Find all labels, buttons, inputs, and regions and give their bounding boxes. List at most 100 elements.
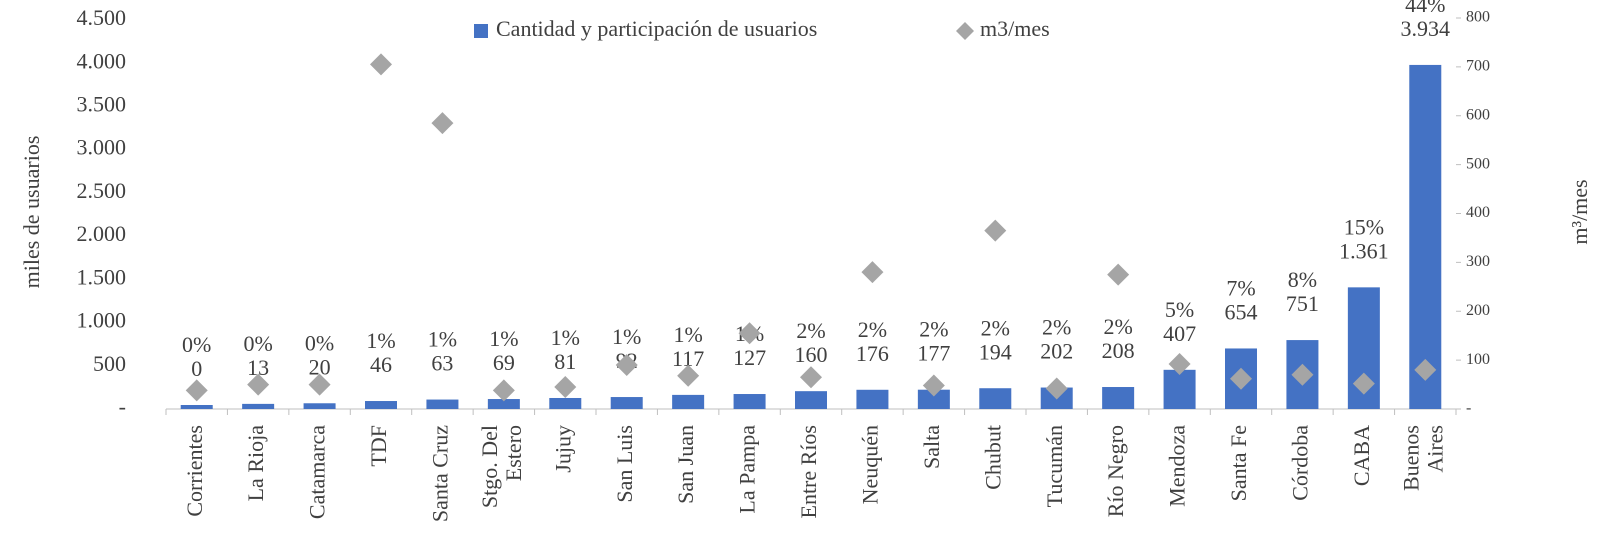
x-tick-label: Mendoza [1165, 425, 1190, 507]
percent-label: 2% [981, 315, 1010, 340]
x-tick-label: Río Negro [1103, 425, 1128, 517]
marker [1107, 263, 1130, 286]
marker [308, 373, 331, 396]
x-tick-label: Santa Fe [1226, 425, 1251, 501]
bar [979, 388, 1012, 409]
bar [610, 397, 643, 409]
marker [922, 374, 945, 397]
marker [677, 364, 700, 387]
marker [185, 379, 208, 402]
x-tick-label: Santa Cruz [427, 425, 452, 522]
value-label: 160 [795, 342, 828, 367]
percent-label: 0% [182, 332, 211, 357]
y2-tick-label: 400 [1466, 204, 1490, 221]
legend-label: Cantidad y participación de usuarios [496, 16, 817, 41]
marker [247, 373, 270, 396]
marker [615, 354, 638, 377]
x-tick-label: Stgo. DelEstero [477, 425, 526, 508]
percent-label: 1% [612, 324, 641, 349]
value-label: 81 [554, 349, 576, 374]
y-tick-label: - [119, 394, 126, 419]
y2-tick-label: 600 [1466, 106, 1490, 123]
marker [492, 379, 515, 402]
marker [1168, 353, 1191, 376]
value-label: 69 [493, 350, 515, 375]
marker [861, 261, 884, 284]
bar [180, 405, 213, 409]
x-tick-label: Corrientes [182, 425, 207, 517]
marker [1230, 367, 1252, 390]
bar [856, 389, 889, 409]
value-label: 177 [917, 341, 950, 366]
bar [1163, 369, 1196, 409]
x-tick-label: TDF [366, 425, 391, 467]
y-tick-label: 2.500 [77, 178, 127, 203]
y-tick-label: 500 [93, 351, 126, 376]
x-tick-label: Salta [919, 425, 944, 469]
x-tick-label: La Rioja [243, 425, 268, 502]
percent-label: 1% [673, 322, 702, 347]
value-label: 654 [1225, 300, 1258, 325]
value-label: 202 [1040, 339, 1073, 364]
y-tick-label: 4.000 [77, 48, 127, 73]
bar [426, 399, 459, 409]
value-label: 46 [370, 352, 392, 377]
marker [738, 322, 761, 345]
marker [1291, 363, 1314, 386]
x-tick-label: San Juan [673, 425, 698, 504]
marker [800, 366, 822, 389]
value-label: 0 [191, 356, 202, 381]
x-tick-label: Neuquén [857, 425, 882, 504]
value-label: 751 [1286, 291, 1319, 316]
value-label: 63 [431, 351, 453, 376]
percent-label: 1% [366, 328, 395, 353]
percent-label: 2% [919, 317, 948, 342]
x-tick-label: Córdoba [1287, 425, 1312, 501]
percent-label: 7% [1226, 276, 1255, 301]
bar [917, 389, 950, 409]
marker [1045, 377, 1068, 400]
percent-label: 2% [858, 317, 887, 342]
x-tick-label: Tucumán [1042, 425, 1067, 507]
percent-label: 15% [1344, 214, 1384, 239]
legend-label: m3/mes [980, 16, 1050, 41]
percent-label: 44% [1405, 0, 1445, 17]
value-label: 3.934 [1401, 16, 1451, 41]
y-tick-label: 3.500 [77, 91, 127, 116]
y-tick-label: 2.000 [77, 221, 127, 246]
value-label: 1.361 [1339, 238, 1389, 263]
bar [672, 394, 705, 409]
x-tick-label: BuenosAires [1398, 425, 1447, 491]
value-label: 127 [733, 345, 766, 370]
value-label: 194 [979, 339, 1012, 364]
y-tick-label: 3.000 [77, 135, 127, 160]
marker [554, 376, 577, 399]
y2-tick-label: 200 [1466, 302, 1490, 319]
percent-label: 1% [489, 326, 518, 351]
y2-tick-label: 800 [1466, 9, 1490, 26]
y2-tick-label: 100 [1466, 351, 1490, 368]
x-tick-label: Jujuy [550, 425, 575, 473]
x-tick-label: La Pampa [735, 425, 760, 514]
x-tick-label: Chubut [980, 425, 1005, 490]
percent-label: 1% [428, 327, 457, 352]
marker [1352, 372, 1375, 395]
legend-swatch [474, 24, 488, 38]
y2-tick-label: 700 [1466, 58, 1490, 75]
value-label: 208 [1102, 338, 1135, 363]
marker [1414, 358, 1437, 381]
y2-tick-label: 300 [1466, 253, 1490, 270]
percent-label: 0% [243, 331, 272, 356]
bar [1409, 64, 1442, 410]
bar [1102, 387, 1135, 409]
bar [303, 403, 336, 409]
y2-tick-label: - [1466, 400, 1471, 417]
x-tick-label: Entre Ríos [796, 425, 821, 519]
marker [984, 219, 1007, 242]
x-tick-label: CABA [1349, 425, 1374, 486]
value-label: 13 [247, 355, 269, 380]
bar [549, 397, 582, 409]
value-label: 20 [309, 354, 331, 379]
bar [242, 403, 275, 409]
y-tick-label: 1.000 [77, 308, 127, 333]
